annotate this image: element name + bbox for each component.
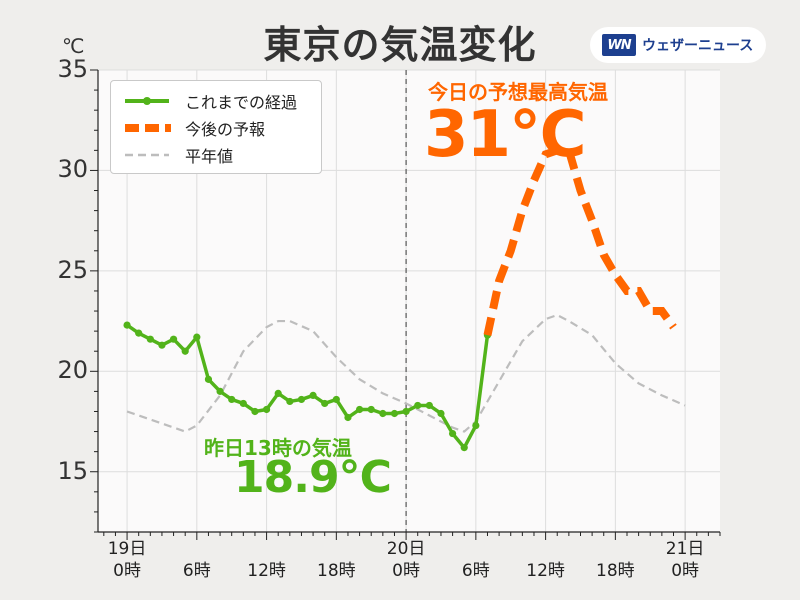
x-tick-day — [167, 538, 227, 560]
data-point-observed — [274, 389, 282, 397]
legend-swatch-forecast — [125, 124, 171, 132]
x-tick-time: 0時 — [671, 561, 700, 581]
x-tick-day — [306, 538, 366, 560]
data-point-observed — [390, 409, 399, 418]
x-tick-time: 6時 — [182, 561, 211, 581]
y-tick-label: 15 — [57, 456, 88, 485]
data-point-observed — [239, 399, 247, 408]
forecast-max-label: 今日の予想最高気温 — [428, 80, 608, 104]
data-point-observed — [181, 347, 189, 355]
data-point-observed — [379, 409, 387, 418]
legend-swatch-normal — [125, 153, 169, 157]
x-tick-day: 21日 — [665, 539, 705, 559]
data-point-observed — [321, 399, 329, 408]
legend-swatch-observed — [125, 97, 169, 105]
y-tick-label: 25 — [57, 255, 88, 284]
x-tick-day — [446, 538, 506, 560]
data-point-observed — [472, 421, 480, 430]
legend-label-forecast: 今後の予報 — [185, 120, 266, 139]
series-line-normal — [126, 313, 686, 433]
x-tick-day — [516, 538, 576, 560]
data-point-observed — [193, 333, 201, 341]
legend: これまでの経過 今後の予報 平年値 — [110, 80, 322, 174]
x-tick-label: 12時 — [516, 538, 576, 582]
data-point-observed — [460, 444, 468, 452]
series-line-forecast — [483, 146, 677, 336]
x-tick-time: 0時 — [392, 561, 420, 581]
x-tick-time: 12時 — [247, 561, 286, 581]
data-point-observed — [402, 407, 410, 416]
yesterday-temp-value: 18.9℃ — [234, 452, 392, 503]
legend-item-forecast: 今後の予報 — [121, 116, 265, 140]
legend-label-observed: これまでの経過 — [185, 93, 298, 112]
data-point-observed — [123, 321, 131, 329]
legend-item-normal: 平年値 — [121, 143, 233, 167]
data-point-observed — [169, 335, 178, 343]
y-axis-unit: ℃ — [62, 34, 85, 58]
data-point-observed — [228, 395, 236, 404]
data-point-observed — [355, 405, 364, 414]
x-tick-day — [237, 538, 297, 560]
data-point-observed — [286, 397, 294, 406]
y-tick-label: 35 — [57, 55, 88, 83]
data-point-observed — [332, 395, 340, 404]
series-lines — [123, 146, 686, 452]
data-point-observed — [344, 413, 352, 422]
x-tick-label: 6時 — [446, 538, 506, 582]
x-tick-time: 12時 — [526, 561, 565, 581]
x-tick-time: 18時 — [596, 561, 635, 581]
legend-label-normal: 平年値 — [185, 147, 234, 166]
yesterday-temp-label: 昨日13時の気温 — [204, 436, 352, 460]
data-point-observed — [414, 401, 422, 410]
data-point-observed — [437, 409, 445, 418]
legend-item-observed: これまでの経過 — [121, 89, 297, 113]
x-tick-time: 18時 — [317, 561, 356, 581]
data-point-observed — [135, 329, 143, 337]
y-tick-label: 30 — [57, 155, 88, 184]
data-point-observed — [309, 391, 317, 400]
data-point-observed — [158, 341, 166, 349]
data-point-observed — [251, 407, 259, 416]
x-tick-day: 20日 — [386, 539, 426, 559]
x-tick-day — [585, 538, 645, 560]
x-tick-label: 6時 — [167, 538, 227, 582]
brand-logo-text: ウェザーニュース — [642, 38, 754, 54]
data-point-observed — [448, 429, 457, 438]
data-point-observed — [425, 401, 433, 410]
x-tick-day: 19日 — [107, 539, 147, 559]
data-point-observed — [367, 405, 375, 414]
x-tick-label: 19日 0時 — [97, 538, 157, 582]
y-tick-label: 20 — [57, 356, 88, 385]
x-tick-time: 0時 — [113, 561, 141, 581]
data-point-observed — [262, 405, 271, 414]
data-point-observed — [216, 387, 224, 395]
forecast-max-value: 31℃ — [424, 98, 587, 172]
brand-logo-mark: WN — [602, 34, 636, 56]
x-tick-label: 18時 — [306, 538, 366, 582]
chart-title: 東京の気温変化 — [263, 23, 537, 67]
x-tick-label: 12時 — [237, 538, 297, 582]
data-point-observed — [146, 335, 154, 343]
x-tick-label: 20日 0時 — [376, 538, 436, 582]
axes — [90, 69, 721, 540]
data-point-observed — [204, 375, 213, 383]
x-tick-label: 21日 0時 — [655, 538, 715, 582]
x-tick-label: 18時 — [585, 538, 645, 582]
data-point-observed — [297, 395, 306, 404]
x-tick-time: 6時 — [461, 561, 490, 581]
brand-logo: WN ウェザーニュース — [590, 27, 766, 63]
